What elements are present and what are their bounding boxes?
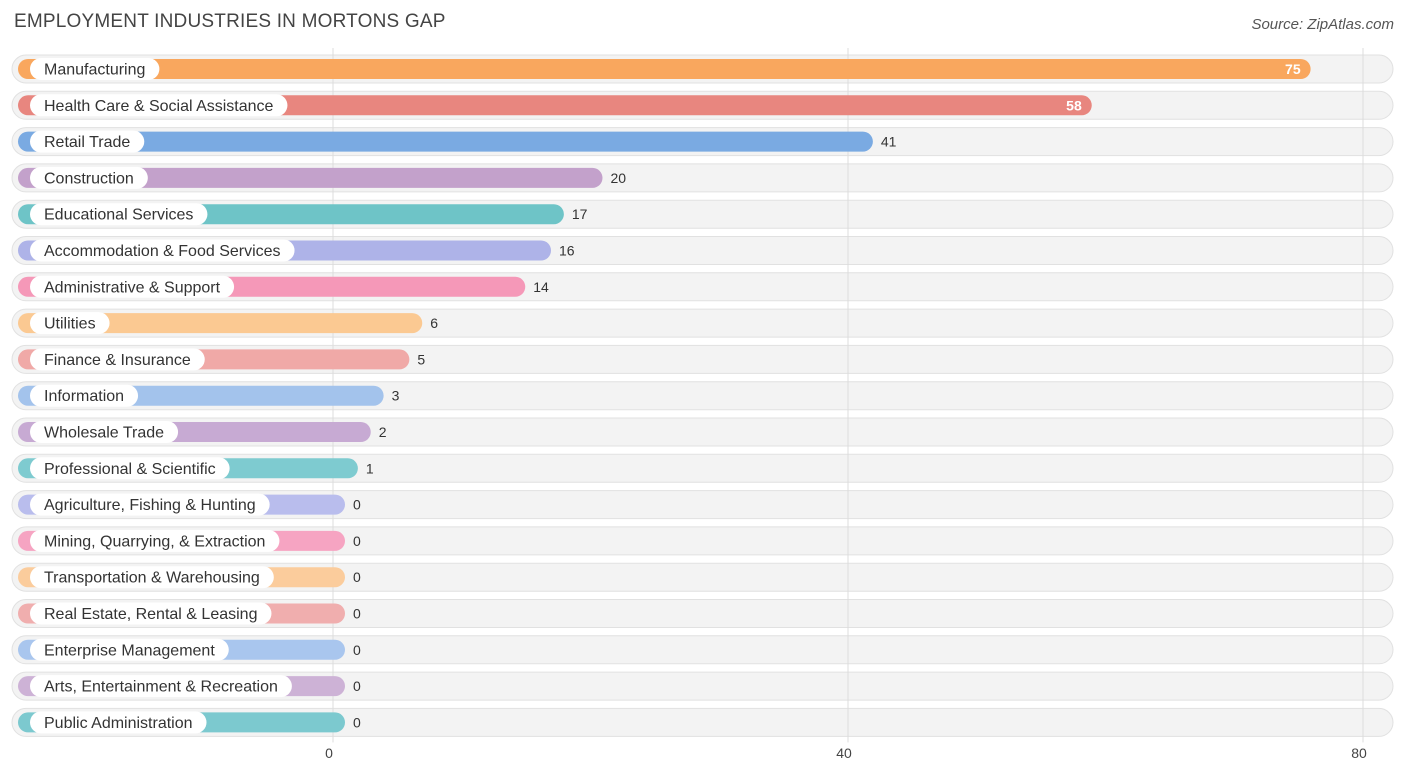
bar-row: Utilities 6 bbox=[18, 312, 438, 335]
category-label-pill bbox=[30, 638, 229, 661]
category-label-pill bbox=[30, 493, 270, 516]
bar bbox=[18, 131, 873, 152]
value-label: 0 bbox=[353, 714, 361, 730]
bar-row: Real Estate, Rental & Leasing 0 bbox=[18, 602, 361, 625]
value-label: 0 bbox=[353, 569, 361, 585]
category-label: Construction bbox=[44, 170, 134, 187]
bars: Manufacturing 75 Health Care & Social Assi… bbox=[18, 58, 1311, 734]
category-label-pill bbox=[30, 602, 272, 625]
bar-row: Mining, Quarrying, & Extraction 0 bbox=[18, 529, 361, 552]
bar-row: Administrative & Support 14 bbox=[18, 275, 549, 298]
bar-row: Transportation & Warehousing 0 bbox=[18, 566, 361, 589]
category-label: Retail Trade bbox=[44, 134, 130, 151]
bar bbox=[18, 167, 603, 188]
bar-row: Manufacturing 75 bbox=[18, 58, 1311, 80]
row-background bbox=[11, 707, 1394, 737]
value-label: 0 bbox=[353, 533, 361, 549]
category-label-pill bbox=[30, 203, 208, 226]
value-label: 1 bbox=[366, 460, 374, 476]
category-label: Finance & Insurance bbox=[44, 352, 191, 369]
row-background bbox=[11, 671, 1394, 701]
category-label-pill bbox=[30, 348, 205, 371]
value-label: 0 bbox=[353, 678, 361, 694]
value-label: 20 bbox=[611, 170, 627, 186]
category-label: Public Administration bbox=[44, 715, 193, 732]
value-label: 75 bbox=[1285, 61, 1301, 77]
value-label: 0 bbox=[353, 497, 361, 513]
category-label: Educational Services bbox=[44, 207, 193, 224]
bar-row: Professional & Scientific 1 bbox=[18, 457, 374, 480]
category-label: Arts, Entertainment & Recreation bbox=[44, 679, 278, 696]
bar-row: Educational Services 17 bbox=[18, 203, 588, 226]
category-label-pill bbox=[30, 566, 274, 589]
row-background bbox=[11, 599, 1394, 628]
category-label: Agriculture, Fishing & Hunting bbox=[44, 497, 256, 514]
category-label-pill bbox=[30, 239, 295, 262]
category-label: Real Estate, Rental & Leasing bbox=[44, 606, 257, 623]
bar-row: Health Care & Social Assistance 58 bbox=[18, 94, 1092, 117]
row-background bbox=[11, 635, 1394, 665]
bar bbox=[18, 95, 1092, 116]
category-label: Wholesale Trade bbox=[44, 425, 164, 442]
bar-row: Agriculture, Fishing & Hunting 0 bbox=[18, 493, 361, 516]
category-label-pill bbox=[30, 94, 288, 117]
value-label: 0 bbox=[353, 642, 361, 658]
category-label-pill bbox=[30, 312, 110, 335]
category-label-pill bbox=[30, 384, 139, 407]
category-label: Mining, Quarrying, & Extraction bbox=[44, 533, 265, 550]
category-label-pill bbox=[30, 130, 145, 153]
value-label: 58 bbox=[1066, 97, 1082, 113]
category-label: Utilities bbox=[44, 316, 96, 333]
category-label: Administrative & Support bbox=[44, 279, 221, 296]
category-label: Health Care & Social Assistance bbox=[44, 98, 274, 115]
row-background bbox=[11, 453, 1394, 483]
category-label: Manufacturing bbox=[44, 62, 145, 79]
bar-row: Enterprise Management 0 bbox=[18, 638, 361, 661]
category-label: Transportation & Warehousing bbox=[44, 570, 260, 587]
bar-row: Finance & Insurance 5 bbox=[18, 348, 425, 371]
row-background bbox=[11, 490, 1394, 520]
value-label: 6 bbox=[430, 315, 438, 331]
category-label-pill bbox=[30, 275, 235, 298]
value-label: 17 bbox=[572, 206, 588, 222]
bar-row: Wholesale Trade 2 bbox=[18, 421, 387, 443]
row-background bbox=[11, 526, 1394, 556]
value-label: 41 bbox=[881, 134, 897, 150]
tick-label: 40 bbox=[836, 745, 852, 761]
bar-row: Construction 20 bbox=[18, 166, 627, 189]
tick-label: 0 bbox=[325, 745, 333, 761]
category-label: Enterprise Management bbox=[44, 642, 215, 659]
bar-row: Accommodation & Food Services 16 bbox=[18, 239, 575, 262]
bar-row: Public Administration 0 bbox=[18, 711, 361, 734]
bar-row: Arts, Entertainment & Recreation 0 bbox=[18, 675, 361, 698]
category-label-pill bbox=[30, 675, 292, 698]
chart-title: EMPLOYMENT INDUSTRIES IN MORTONS GAP bbox=[14, 11, 446, 32]
bar-row: Retail Trade 41 bbox=[18, 130, 897, 153]
category-label-pill bbox=[30, 711, 207, 734]
category-label-pill bbox=[30, 457, 230, 480]
category-label: Information bbox=[44, 388, 124, 405]
category-label: Accommodation & Food Services bbox=[44, 243, 281, 260]
category-label-pill bbox=[30, 529, 280, 552]
category-label-pill bbox=[30, 421, 179, 443]
value-label: 14 bbox=[533, 279, 549, 295]
value-label: 0 bbox=[353, 606, 361, 622]
bar bbox=[18, 59, 1311, 79]
value-label: 2 bbox=[379, 424, 387, 440]
x-axis: 0 40 80 bbox=[325, 745, 1367, 761]
category-label-pill bbox=[30, 166, 148, 189]
category-label: Professional & Scientific bbox=[44, 461, 216, 478]
category-label-pill bbox=[30, 58, 160, 80]
tick-label: 80 bbox=[1351, 745, 1367, 761]
row-background bbox=[11, 562, 1394, 592]
source-label: Source: ZipAtlas.com bbox=[1251, 16, 1394, 33]
bar-row: Information 3 bbox=[18, 384, 400, 407]
value-label: 16 bbox=[559, 243, 575, 259]
value-label: 3 bbox=[392, 388, 400, 404]
bar bbox=[18, 313, 423, 334]
value-label: 5 bbox=[417, 351, 425, 367]
